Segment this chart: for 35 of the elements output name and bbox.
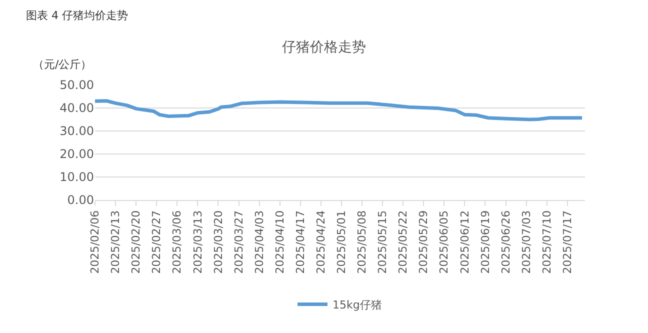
x-tick-label: 2025/03/13 xyxy=(191,210,204,274)
x-tick-label: 2025/06/26 xyxy=(499,210,512,274)
x-tick-label: 2025/07/17 xyxy=(560,210,574,274)
x-tick-label: 2025/03/20 xyxy=(212,210,225,274)
y-tick-label: 10.00 xyxy=(60,170,94,184)
x-tick-label: 2025/03/27 xyxy=(232,210,246,274)
x-tick-label: 2025/02/13 xyxy=(109,210,122,274)
y-tick-label: 40.00 xyxy=(60,101,94,116)
x-tick-label: 2025/02/27 xyxy=(150,210,164,274)
y-tick-label: 0.00 xyxy=(67,193,94,208)
x-tick-label: 2025/05/29 xyxy=(417,210,430,274)
text: 图表 4 仔猪均价走势 xyxy=(26,9,128,22)
x-tick-label: 2025/06/05 xyxy=(438,210,451,274)
x-tick-label: 2025/04/24 xyxy=(314,210,328,274)
x-tick-label: 2025/06/19 xyxy=(478,210,492,274)
y-axis-title: （元/公斤） xyxy=(33,58,92,71)
legend-label: 15kg仔猪 xyxy=(332,298,382,312)
line-series xyxy=(95,99,584,122)
x-tick-label: 2025/07/10 xyxy=(540,210,554,274)
x-tick-label: 2025/05/15 xyxy=(376,210,390,274)
x-tick-label: 2025/02/06 xyxy=(88,210,102,274)
x-tick-label: 2025/05/22 xyxy=(396,210,410,274)
x-tick-label: 2025/05/08 xyxy=(356,210,369,274)
chart-title: 仔猪价格走势 xyxy=(282,40,366,56)
x-tick-label: 2025/02/20 xyxy=(130,210,143,274)
x-tick-label: 2025/03/06 xyxy=(170,210,184,274)
x-tick-label: 2025/06/12 xyxy=(458,210,472,274)
x-tick-label: 2025/04/10 xyxy=(273,210,286,274)
y-tick-label: 20.00 xyxy=(60,147,94,162)
x-tick-label: 2025/04/17 xyxy=(294,210,307,274)
y-tick-label: 50.00 xyxy=(60,78,94,92)
x-tick-label: 2025/07/03 xyxy=(520,210,533,274)
x-tick-label: 2025/05/01 xyxy=(335,210,348,274)
y-tick-label: 30.00 xyxy=(60,124,94,138)
x-tick-label: 2025/04/03 xyxy=(252,210,266,274)
